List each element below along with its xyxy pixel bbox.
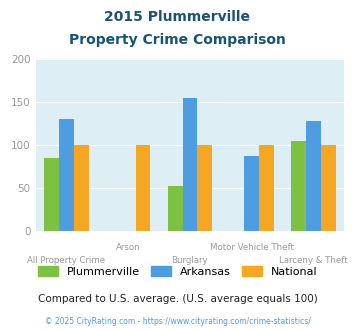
Text: Arson: Arson: [116, 243, 141, 251]
Text: Burglary: Burglary: [171, 256, 208, 265]
Bar: [136, 145, 151, 231]
Bar: [59, 119, 74, 231]
Bar: [197, 145, 212, 231]
Text: Motor Vehicle Theft: Motor Vehicle Theft: [210, 243, 294, 251]
Bar: [306, 121, 321, 231]
Bar: [168, 186, 182, 231]
Bar: [44, 158, 59, 231]
Text: © 2025 CityRating.com - https://www.cityrating.com/crime-statistics/: © 2025 CityRating.com - https://www.city…: [45, 317, 310, 326]
Text: Property Crime Comparison: Property Crime Comparison: [69, 33, 286, 47]
Text: Compared to U.S. average. (U.S. average equals 100): Compared to U.S. average. (U.S. average …: [38, 294, 317, 304]
Text: All Property Crime: All Property Crime: [27, 256, 105, 265]
Bar: [291, 141, 306, 231]
Bar: [321, 145, 336, 231]
Text: Larceny & Theft: Larceny & Theft: [279, 256, 348, 265]
Text: 2015 Plummerville: 2015 Plummerville: [104, 10, 251, 24]
Bar: [182, 98, 197, 231]
Bar: [259, 145, 274, 231]
Legend: Plummerville, Arkansas, National: Plummerville, Arkansas, National: [33, 261, 322, 281]
Bar: [74, 145, 89, 231]
Bar: [244, 156, 259, 231]
